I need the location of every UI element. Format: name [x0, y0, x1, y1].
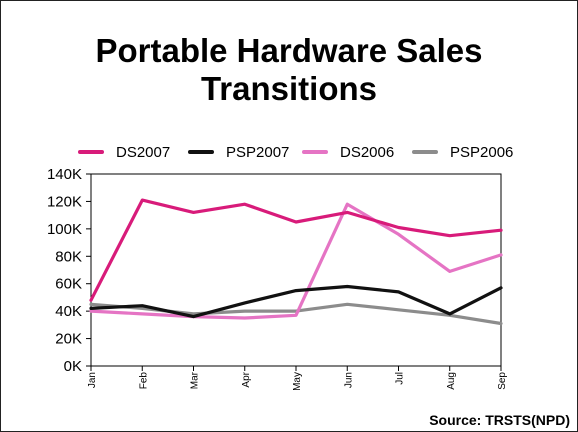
legend-item-ds2006: DS2006: [302, 140, 394, 164]
legend-swatch-ds2006: [302, 150, 328, 154]
y-tick-label: 80K: [55, 248, 82, 265]
chart-title-line-1: Portable Hardware Sales: [95, 32, 483, 69]
series-line-ds2007: [89, 198, 503, 302]
x-tick-label: Jan: [87, 372, 98, 388]
series-line-ds2006: [89, 202, 503, 320]
legend-label-psp2006: PSP2006: [450, 143, 514, 161]
chart-title: Portable Hardware Sales Transitions: [0, 32, 578, 108]
legend-swatch-ds2007: [78, 150, 104, 154]
source-note: Source: TRSTS(NPD): [429, 412, 570, 428]
y-tick-label: 120K: [47, 193, 82, 210]
x-tick-label: May: [292, 372, 303, 391]
legend-item-ds2007: DS2007: [78, 140, 170, 164]
series-line-psp2007: [89, 284, 503, 319]
x-tick-label: Jul: [395, 372, 406, 385]
y-tick-label: 60K: [55, 276, 82, 293]
x-tick-label: Apr: [241, 371, 252, 387]
x-tick-label: Sep: [497, 372, 508, 390]
x-tick-label: Feb: [138, 372, 149, 390]
x-tick-label: Mar: [190, 371, 201, 389]
y-tick-label: 140K: [47, 166, 82, 183]
legend-label-ds2007: DS2007: [116, 143, 171, 161]
legend-label-ds2006: DS2006: [340, 143, 395, 161]
y-tick-label: 0K: [64, 358, 82, 375]
legend-swatch-psp2006: [412, 150, 438, 154]
legend-item-psp2006: PSP2006: [412, 140, 513, 164]
x-tick-label: Aug: [446, 372, 457, 390]
chart-title-line-2: Transitions: [200, 70, 378, 107]
chart-legend: DS2007 PSP2007 DS2006 PSP2006: [70, 140, 540, 164]
legend-item-psp2007: PSP2007: [188, 140, 289, 164]
x-tick-label: Jun: [343, 372, 354, 388]
y-tick-label: 100K: [47, 221, 82, 238]
legend-swatch-psp2007: [188, 150, 214, 154]
y-tick-label: 40K: [55, 303, 82, 320]
y-tick-label: 20K: [55, 331, 82, 348]
legend-label-psp2007: PSP2007: [226, 143, 290, 161]
